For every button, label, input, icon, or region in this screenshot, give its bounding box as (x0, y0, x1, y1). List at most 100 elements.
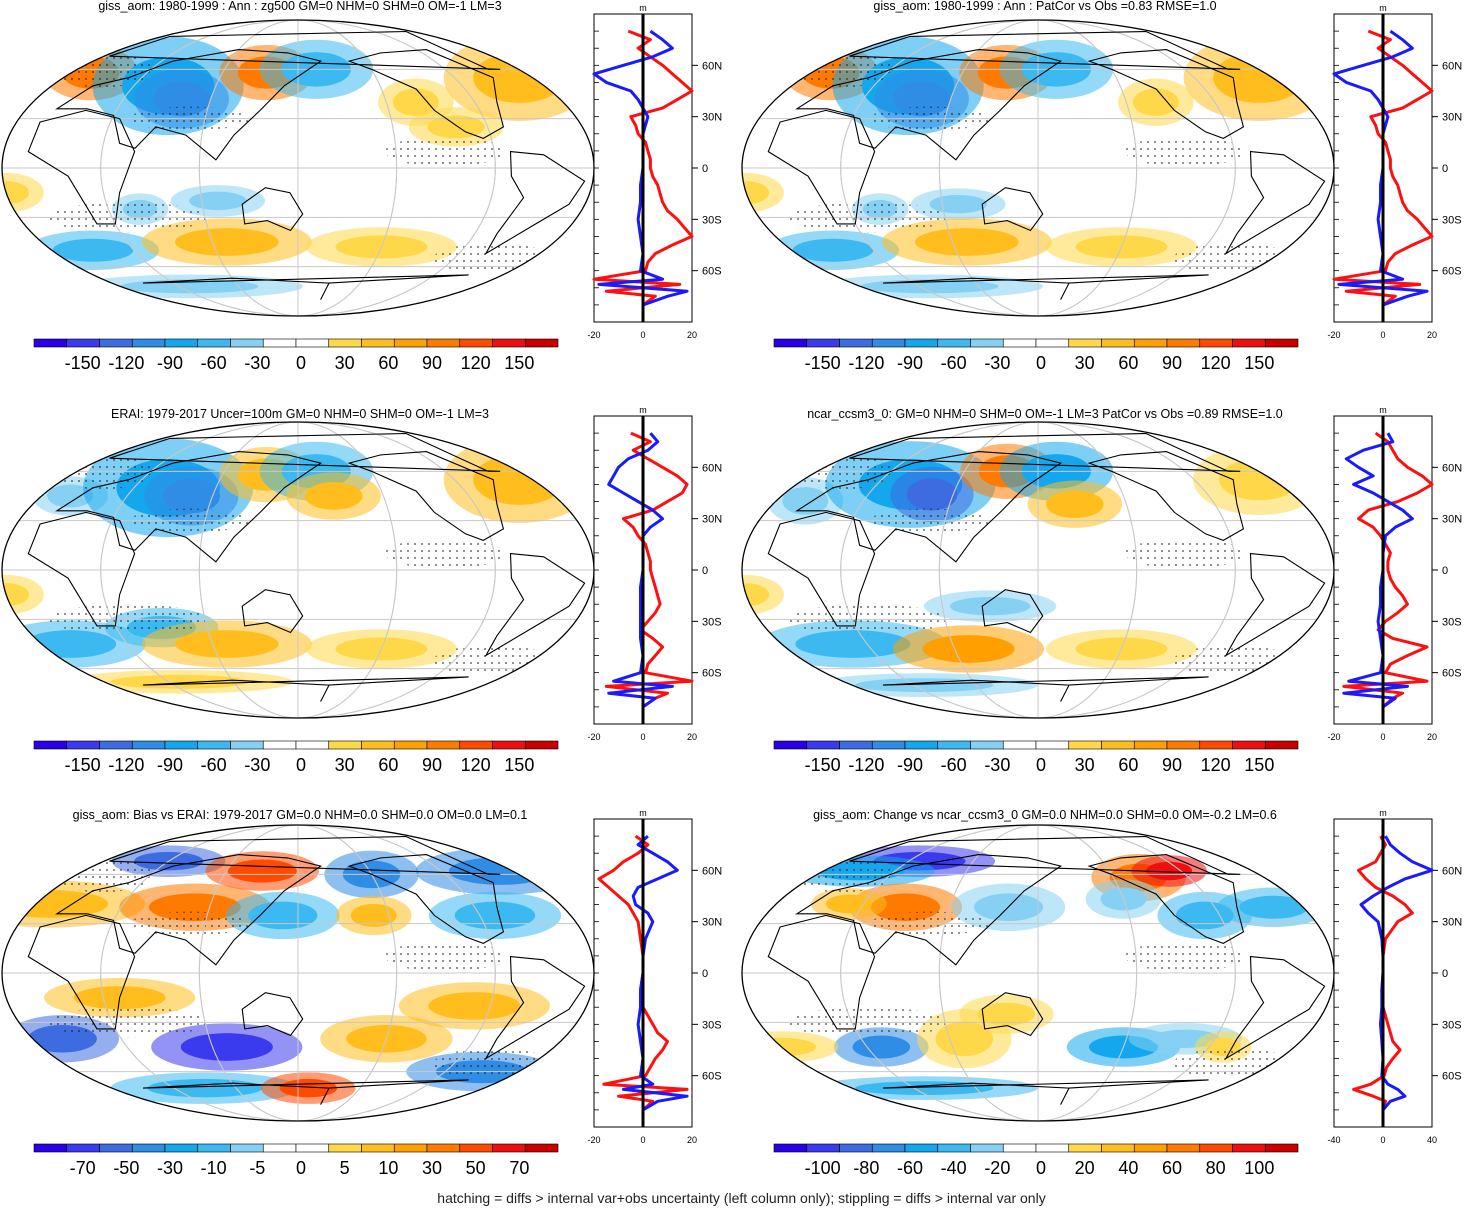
colorbar-swatch (524, 740, 559, 750)
longitude-gridline (100, 422, 496, 718)
colorbar-swatch (839, 1143, 873, 1153)
colorbar-swatch (1133, 338, 1168, 348)
profile-ylabel: 0 (1442, 163, 1448, 175)
coastline (109, 835, 501, 875)
longitude-gridline (100, 825, 496, 1121)
profile-xlabel: -20 (1327, 330, 1340, 340)
colorbar-tick-label: 50 (466, 1158, 486, 1178)
colorbar-swatch (1199, 338, 1233, 348)
profile-xlabel: -40 (1327, 1135, 1340, 1145)
colorbar-swatch (131, 338, 166, 348)
coastline (241, 187, 304, 232)
colorbar-swatch (492, 1143, 526, 1153)
profile-ylabel: 30S (1442, 214, 1462, 226)
colorbar-swatch (839, 338, 873, 348)
colorbar-swatch (1068, 1143, 1102, 1153)
coastline (241, 992, 304, 1037)
colorbar-swatch (361, 1143, 395, 1153)
colorbar-swatch (1101, 338, 1135, 348)
profile-xlabel: 0 (1380, 732, 1385, 742)
anomaly-blob (782, 487, 829, 515)
colorbar-swatch (66, 740, 100, 750)
profile-ylabel: 60N (1442, 462, 1462, 474)
profile-blue-line (592, 29, 689, 307)
anomaly-blob (906, 478, 958, 511)
colorbar-tick-label: 60 (378, 353, 398, 373)
profile-unit: m (639, 405, 647, 415)
anomaly-blob (352, 682, 422, 695)
colorbar-tick-label: -60 (941, 755, 967, 775)
colorbar-swatch (33, 1143, 68, 1153)
colorbar-tick-label: -40 (941, 1158, 967, 1178)
colorbar-tick-label: 60 (1118, 353, 1138, 373)
profile-ylabel: 30S (1442, 616, 1462, 628)
colorbar-swatch (33, 740, 68, 750)
colorbar-tick-label: -90 (897, 353, 923, 373)
footer-note: hatching = diffs > internal var+obs unce… (437, 1190, 1046, 1206)
colorbar-swatch (99, 1143, 133, 1153)
colorbar-swatch (937, 740, 971, 750)
colorbar-tick-label: -150 (65, 755, 101, 775)
map-plot: -150 -120 -90 -60 -30 0 30 60 90 120 150 m 60N 30N 0 30… (1, 405, 722, 775)
panel-title: giss_aom: 1980-1999 : Ann : zg500 GM=0 N… (98, 0, 502, 13)
colorbar-swatch (393, 1143, 428, 1153)
map-plot: -150 -120 -90 -60 -30 0 30 60 90 120 150 m 60N 30N 0 30… (741, 405, 1462, 775)
profile-ylabel: 0 (1442, 565, 1448, 577)
coastline (142, 676, 469, 702)
longitude-gridline (938, 825, 1138, 1121)
colorbar-swatch (393, 740, 428, 750)
colorbar-tick-label: 60 (378, 755, 398, 775)
colorbar-swatch (1101, 740, 1135, 750)
anomaly-blob (949, 596, 1031, 616)
colorbar-swatch (164, 740, 199, 750)
colorbar-tick-label: 30 (335, 353, 355, 373)
colorbar-tick-label: 120 (1201, 353, 1231, 373)
anomaly-blob (350, 903, 397, 927)
anomaly-blob (454, 901, 536, 930)
anomaly-blob (227, 859, 297, 883)
stippling (385, 136, 506, 167)
profile-red-line (1342, 431, 1434, 709)
map-plot: -150 -120 -90 -60 -30 0 30 60 90 120 150 m 60N 30N 0 30… (1, 3, 722, 373)
colorbar-swatch (970, 338, 1004, 348)
profile-unit: m (1379, 3, 1387, 13)
longitude-gridline (198, 825, 398, 1121)
colorbar-swatch (230, 740, 264, 750)
coastline (347, 854, 505, 945)
colorbar-swatch (197, 740, 231, 750)
anomaly-blob (914, 228, 1019, 256)
colorbar-tick-label: 80 (1206, 1158, 1226, 1178)
longitude-gridline (198, 422, 398, 718)
colorbar-swatch (99, 740, 133, 750)
profile-xlabel: -20 (587, 1135, 600, 1145)
stippling (433, 645, 554, 676)
stippling (1173, 243, 1294, 274)
colorbar-tick-label: 0 (1036, 1158, 1046, 1178)
colorbar-swatch (970, 740, 1004, 750)
coastline (142, 1079, 469, 1105)
colorbar-swatch (164, 1143, 199, 1153)
anomaly-blob (1218, 458, 1300, 501)
profile-unit: m (1379, 405, 1387, 415)
coastline (767, 914, 876, 1030)
colorbar-swatch (459, 1143, 493, 1153)
colorbar-swatch (262, 1143, 297, 1153)
colorbar-swatch (361, 740, 395, 750)
coastline (981, 992, 1044, 1037)
longitude-gridline (840, 20, 1236, 316)
colorbar-tick-label: -60 (201, 353, 227, 373)
profile-xlabel: 40 (1427, 1135, 1437, 1145)
colorbar-tick-label: -120 (108, 353, 144, 373)
colorbar-swatch (1068, 338, 1102, 348)
anomaly-blob (352, 280, 422, 293)
anomaly-blob (929, 194, 988, 214)
colorbar-swatch (295, 740, 330, 750)
anomaly-blob (248, 901, 318, 930)
colorbar-tick-label: 90 (422, 353, 442, 373)
profile-ylabel: 30N (1442, 917, 1462, 929)
coastline (1087, 49, 1245, 140)
profile-xlabel: 0 (640, 1135, 645, 1145)
colorbar-swatch (131, 1143, 166, 1153)
colorbar-tick-label: -30 (984, 755, 1010, 775)
colorbar-swatch (904, 338, 939, 348)
